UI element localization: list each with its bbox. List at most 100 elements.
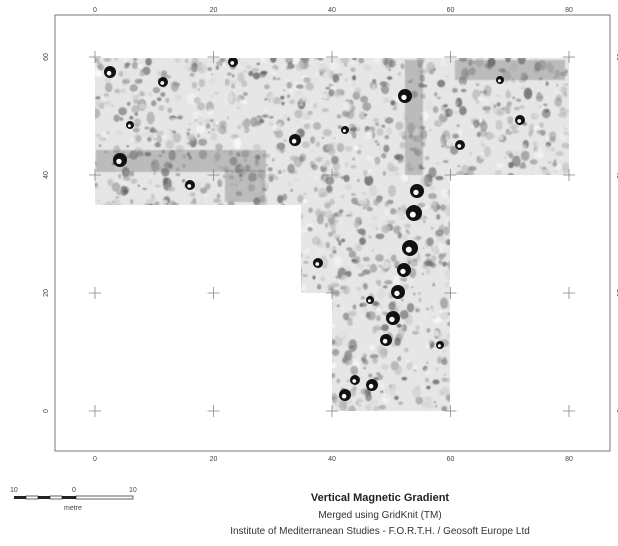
texture-speck <box>323 91 328 95</box>
texture-speck <box>121 268 129 274</box>
texture-speck <box>121 88 126 94</box>
texture-speck <box>519 263 523 266</box>
texture-speck <box>477 212 480 214</box>
anomaly-core-23 <box>127 124 131 128</box>
texture-speck <box>262 114 269 118</box>
texture-speck <box>106 246 116 259</box>
texture-speck <box>162 319 169 324</box>
texture-speck <box>481 99 490 108</box>
texture-speck <box>167 260 174 267</box>
texture-speck <box>449 262 459 273</box>
texture-speck <box>521 202 526 206</box>
texture-speck <box>559 393 563 397</box>
texture-speck <box>376 315 381 322</box>
texture-speck <box>244 354 249 357</box>
texture-speck <box>294 265 302 277</box>
texture-speck <box>473 327 478 330</box>
texture-speck <box>494 372 498 376</box>
texture-speck <box>186 142 192 145</box>
texture-speck <box>192 240 197 243</box>
texture-speck <box>208 339 215 348</box>
texture-speck <box>366 156 373 162</box>
texture-speck <box>326 256 329 258</box>
texture-speck <box>352 157 355 161</box>
texture-speck <box>298 254 303 257</box>
texture-speck <box>139 363 149 370</box>
texture-speck <box>106 130 110 135</box>
texture-speck <box>404 223 411 228</box>
texture-speck <box>145 248 154 254</box>
texture-speck <box>133 387 140 394</box>
texture-speck <box>495 243 503 248</box>
texture-speck <box>446 139 452 147</box>
texture-speck <box>215 121 219 125</box>
texture-speck <box>95 338 97 341</box>
texture-speck <box>298 389 305 395</box>
texture-speck <box>129 115 134 120</box>
texture-speck <box>553 324 557 327</box>
texture-speck <box>458 272 467 278</box>
texture-speck <box>173 202 179 206</box>
texture-speck <box>469 361 473 364</box>
texture-speck <box>448 259 452 261</box>
texture-speck <box>482 266 490 272</box>
texture-speck <box>357 228 366 235</box>
texture-speck <box>185 259 191 263</box>
texture-speck <box>493 391 499 398</box>
texture-speck <box>398 132 404 137</box>
texture-speck <box>536 360 540 364</box>
texture-speck <box>377 283 382 287</box>
texture-speck <box>482 106 492 111</box>
texture-speck <box>388 69 392 71</box>
texture-speck <box>272 303 281 309</box>
texture-speck <box>277 169 282 175</box>
texture-speck <box>321 137 325 139</box>
texture-speck <box>349 279 354 282</box>
texture-speck <box>239 380 246 386</box>
texture-speck <box>487 179 495 184</box>
texture-speck <box>186 395 192 403</box>
texture-speck <box>310 308 316 314</box>
texture-speck <box>146 232 152 238</box>
texture-speck <box>160 199 168 204</box>
texture-speck <box>99 130 107 137</box>
texture-speck <box>187 192 192 197</box>
texture-speck <box>527 356 535 366</box>
texture-speck <box>113 313 122 320</box>
texture-speck <box>476 296 481 301</box>
texture-speck <box>104 208 113 218</box>
texture-speck <box>420 319 425 323</box>
texture-speck <box>329 220 336 230</box>
texture-speck <box>455 202 461 208</box>
texture-speck <box>99 137 107 142</box>
texture-speck <box>494 407 498 411</box>
texture-speck <box>395 172 400 176</box>
texture-speck <box>189 356 197 362</box>
texture-speck <box>167 271 171 275</box>
texture-speck <box>260 405 270 411</box>
texture-speck <box>160 363 165 370</box>
texture-speck <box>167 326 171 330</box>
map-subtitle: Merged using GridKnit (TM) <box>318 510 442 521</box>
texture-speck <box>193 212 196 214</box>
texture-speck <box>523 354 526 358</box>
texture-speck <box>117 294 121 296</box>
texture-speck <box>179 306 183 311</box>
texture-speck <box>495 119 503 131</box>
texture-speck <box>283 139 287 142</box>
scale-segment-3 <box>38 496 50 499</box>
texture-speck <box>298 103 304 107</box>
texture-speck <box>165 280 174 289</box>
texture-speck <box>345 343 351 346</box>
texture-speck <box>107 265 111 272</box>
texture-speck <box>398 401 404 405</box>
texture-speck <box>118 330 124 338</box>
texture-speck <box>205 287 211 291</box>
texture-speck <box>189 255 198 262</box>
texture-speck <box>248 275 252 277</box>
texture-speck <box>130 380 138 391</box>
texture-speck <box>517 292 526 298</box>
texture-speck <box>470 390 476 394</box>
texture-speck <box>505 381 510 387</box>
texture-speck <box>144 126 150 130</box>
